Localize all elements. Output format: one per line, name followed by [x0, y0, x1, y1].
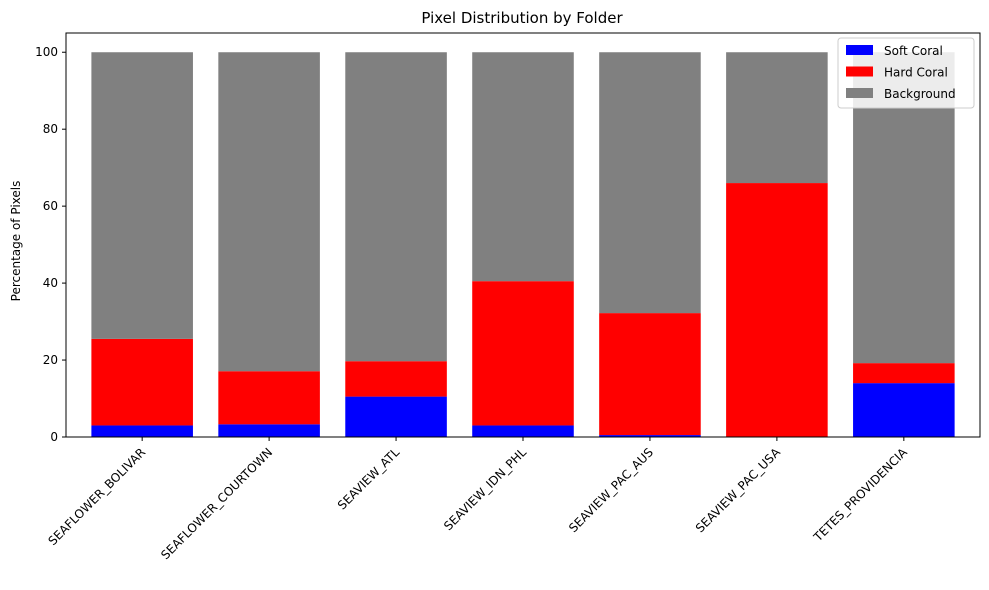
- y-axis-label: Percentage of Pixels: [9, 181, 23, 302]
- bar-soft-coral-3: [472, 425, 574, 437]
- x-tick-label: SEAFLOWER_BOLIVAR: [45, 445, 148, 548]
- bar-background-1: [218, 52, 320, 372]
- x-tick-label: SEAVIEW_PAC_AUS: [566, 445, 656, 535]
- legend-label: Soft Coral: [884, 44, 943, 58]
- x-axis: SEAFLOWER_BOLIVAR SEAFLOWER_COURTOWN SEAVI…: [45, 437, 911, 562]
- bar-hard-coral-6: [853, 363, 955, 384]
- y-tick-label: 40: [43, 276, 58, 290]
- y-axis: 0 20 40 60 80 100: [35, 45, 66, 444]
- bar-background-5: [726, 52, 828, 184]
- bar-background-3: [472, 52, 574, 282]
- legend-swatch: [846, 66, 873, 77]
- bar-soft-coral-1: [218, 424, 320, 437]
- x-tick-label: SEAVIEW_PAC_USA: [693, 445, 784, 536]
- bars-layer: [91, 52, 955, 437]
- x-tick-label: SEAVIEW_ATL: [335, 445, 402, 512]
- bar-background-0: [91, 52, 193, 339]
- legend-label: Background: [884, 87, 956, 101]
- y-tick-label: 0: [50, 430, 58, 444]
- y-tick-label: 20: [43, 353, 58, 367]
- x-tick-label: TETES_PROVIDENCIA: [810, 445, 910, 545]
- chart-title: Pixel Distribution by Folder: [421, 9, 623, 27]
- bar-background-4: [599, 52, 701, 314]
- legend-swatch: [846, 88, 873, 98]
- x-tick-label: SEAFLOWER_COURTOWN: [158, 445, 275, 562]
- bar-hard-coral-1: [218, 371, 320, 425]
- bar-soft-coral-4: [599, 435, 701, 437]
- bar-soft-coral-2: [345, 396, 447, 437]
- y-tick-label: 100: [35, 45, 58, 59]
- y-tick-label: 60: [43, 199, 58, 213]
- x-tick-label: SEAVIEW_IDN_PHL: [441, 445, 529, 533]
- bar-background-2: [345, 52, 447, 362]
- legend-swatch: [846, 45, 873, 55]
- bar-hard-coral-0: [91, 338, 193, 426]
- bar-soft-coral-0: [91, 425, 193, 437]
- y-tick-label: 80: [43, 122, 58, 136]
- bar-hard-coral-2: [345, 361, 447, 397]
- legend-label: Hard Coral: [884, 66, 948, 80]
- bar-soft-coral-6: [853, 383, 955, 437]
- legend: Soft Coral Hard Coral Background: [837, 37, 975, 109]
- bar-hard-coral-4: [599, 313, 701, 436]
- bar-hard-coral-3: [472, 281, 574, 426]
- bar-hard-coral-5: [726, 183, 828, 437]
